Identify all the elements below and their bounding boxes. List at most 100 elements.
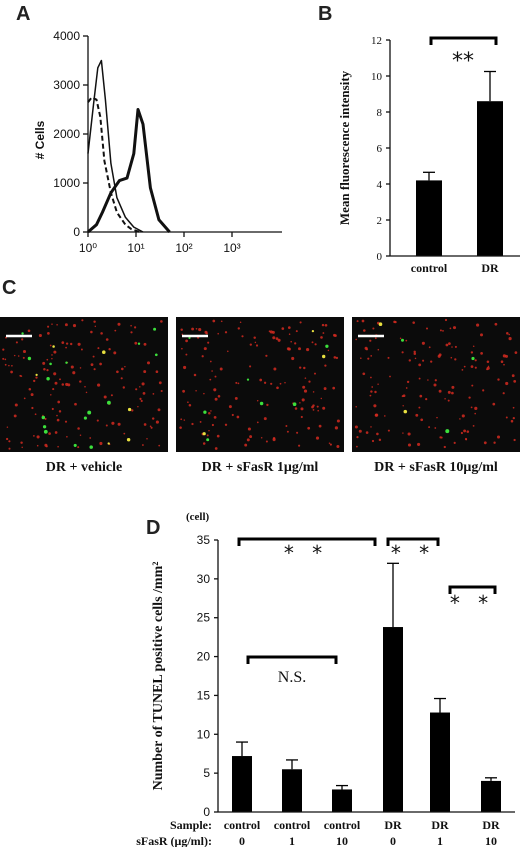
red-cell-dot <box>402 405 404 407</box>
red-cell-dot <box>512 406 515 409</box>
red-cell-dot <box>143 342 147 346</box>
red-cell-dot <box>417 442 421 446</box>
red-cell-dot <box>405 387 408 389</box>
red-cell-dot <box>53 350 57 354</box>
panel-d-bar <box>232 756 252 812</box>
red-cell-dot <box>4 358 7 361</box>
red-cell-dot <box>329 443 332 446</box>
sfasr-row-label: sFasR (μg/ml): <box>136 834 212 847</box>
red-cell-dot <box>220 320 223 323</box>
panel-b-sig-bracket <box>429 36 498 45</box>
red-cell-dot <box>266 403 269 407</box>
panel-d-ylabel: Number of TUNEL positive cells /mm² <box>151 562 166 791</box>
tunel-positive-dot <box>27 356 32 361</box>
red-cell-dot <box>421 341 425 345</box>
red-cell-dot <box>65 346 67 349</box>
red-cell-dot <box>70 342 73 346</box>
red-cell-dot <box>203 392 205 395</box>
red-cell-dot <box>231 413 234 417</box>
red-cell-dot <box>415 413 419 417</box>
red-cell-dot <box>105 424 108 427</box>
red-cell-dot <box>23 397 26 400</box>
red-cell-dot <box>191 422 194 426</box>
red-cell-dot <box>442 330 444 332</box>
red-cell-dot <box>65 382 69 386</box>
red-cell-dot <box>35 376 38 379</box>
red-cell-dot <box>315 436 320 440</box>
red-cell-dot <box>213 388 217 392</box>
red-cell-dot <box>47 325 50 328</box>
red-cell-dot <box>286 347 290 351</box>
panel-d-y-tick-label: 0 <box>203 805 210 819</box>
red-cell-dot <box>31 406 34 410</box>
red-cell-dot <box>493 441 496 444</box>
panel-d-y-tick-label: 15 <box>197 688 211 702</box>
red-cell-dot <box>85 391 88 394</box>
red-cell-dot <box>418 377 421 380</box>
red-cell-dot <box>247 427 251 431</box>
red-cell-dot <box>320 397 323 400</box>
red-cell-dot <box>318 424 322 428</box>
red-cell-dot <box>203 347 207 351</box>
panel-b-y-tick-label: 8 <box>377 107 383 119</box>
panel-b-bar-DR <box>477 101 503 256</box>
red-cell-dot <box>269 330 273 334</box>
red-cell-dot <box>224 423 228 426</box>
red-cell-dot <box>209 378 212 381</box>
red-cell-dot <box>492 402 496 406</box>
red-cell-dot <box>53 372 57 376</box>
red-cell-dot <box>470 365 474 368</box>
red-cell-dot <box>279 382 282 385</box>
red-cell-dot <box>377 383 379 386</box>
red-cell-dot <box>14 403 18 407</box>
red-cell-dot <box>294 342 297 345</box>
red-cell-dot <box>443 445 446 449</box>
red-cell-dot <box>213 416 217 419</box>
red-cell-dot <box>513 380 517 383</box>
red-cell-dot <box>8 447 11 450</box>
red-cell-dot <box>502 354 506 358</box>
red-cell-dot <box>93 320 96 323</box>
red-cell-dot <box>110 394 113 397</box>
red-cell-dot <box>228 405 232 409</box>
red-cell-dot <box>291 356 295 361</box>
panel-d-sig-bracket <box>386 537 440 546</box>
red-cell-dot <box>483 441 487 445</box>
red-cell-dot <box>463 429 467 433</box>
red-cell-dot <box>111 421 115 425</box>
red-cell-dot <box>27 329 31 333</box>
panel-b-y-tick-label: 10 <box>371 71 383 83</box>
panel-a-y-tick-label: 3000 <box>53 78 80 92</box>
red-cell-dot <box>511 374 515 378</box>
red-cell-dot <box>354 425 358 429</box>
red-cell-dot <box>117 322 121 326</box>
red-cell-dot <box>105 338 109 341</box>
red-cell-dot <box>198 328 202 332</box>
red-cell-dot <box>246 438 250 442</box>
panel-d-sfasr-label: 0 <box>239 834 245 847</box>
red-cell-dot <box>61 383 65 386</box>
red-cell-dot <box>56 414 58 417</box>
red-cell-dot <box>108 348 111 351</box>
red-cell-dot <box>96 419 99 422</box>
red-cell-dot <box>505 416 508 419</box>
tunel-positive-dot <box>42 425 47 429</box>
red-cell-dot <box>414 357 417 360</box>
red-cell-dot <box>135 388 138 391</box>
red-cell-dot <box>207 341 210 344</box>
panel-d-sfasr-label: 10 <box>485 834 497 847</box>
red-cell-dot <box>114 329 117 332</box>
red-cell-dot <box>300 407 304 411</box>
panel-b-ylabel: Mean fluorescence intensity <box>337 70 352 225</box>
red-cell-dot <box>227 350 229 353</box>
red-cell-dot <box>199 420 202 423</box>
panel-d-sfasr-label: 1 <box>437 834 443 847</box>
red-cell-dot <box>5 437 9 441</box>
red-cell-dot <box>355 405 357 408</box>
red-cell-dot <box>90 363 94 366</box>
red-cell-dot <box>336 445 340 448</box>
red-cell-dot <box>459 418 461 420</box>
panel-b-y-tick-label: 12 <box>371 35 382 47</box>
red-cell-dot <box>130 324 132 327</box>
red-cell-dot <box>134 326 137 329</box>
